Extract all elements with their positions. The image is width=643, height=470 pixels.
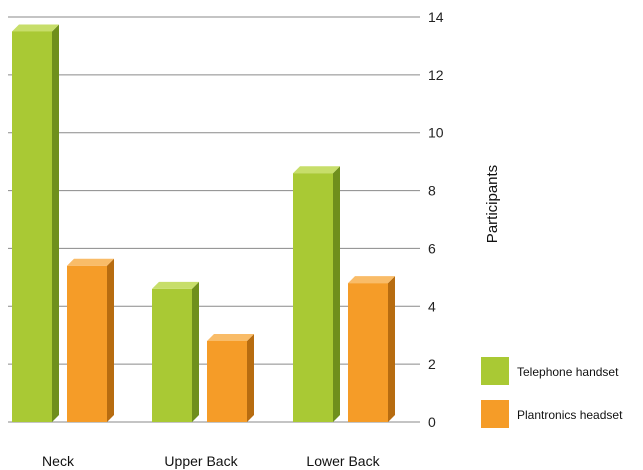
bars xyxy=(12,24,395,422)
bar-top xyxy=(207,334,254,341)
y-tick-label: 4 xyxy=(428,298,436,314)
bar-front xyxy=(67,265,107,422)
legend-swatch xyxy=(481,357,509,385)
bar-top xyxy=(152,281,199,289)
bar-upper-back-telephone-handset xyxy=(152,281,199,422)
y-tick-label: 6 xyxy=(428,240,436,256)
bar-side xyxy=(333,166,340,422)
legend-label: Telephone handset xyxy=(517,365,619,379)
legend-item: Plantronics headset xyxy=(481,400,623,428)
bar-front xyxy=(12,31,52,422)
y-tick-label: 2 xyxy=(428,356,436,372)
bar-side xyxy=(388,276,395,422)
y-tick-label: 10 xyxy=(428,125,444,141)
category-label: Lower Back xyxy=(306,453,380,469)
bar-neck-plantronics-headset xyxy=(67,258,114,422)
bar-lower-back-plantronics-headset xyxy=(348,276,395,422)
legend: Telephone handset Plantronics headset xyxy=(481,357,623,428)
bar-lower-back-telephone-handset xyxy=(293,166,340,422)
legend-label: Plantronics headset xyxy=(517,408,623,422)
bar-top xyxy=(67,258,114,266)
bar-top xyxy=(293,166,340,174)
bar-front xyxy=(207,341,247,422)
bar-side xyxy=(107,258,114,422)
category-labels: Neck Upper Back Lower Back xyxy=(42,453,381,469)
y-tick-label: 8 xyxy=(428,183,436,199)
bar-top xyxy=(12,24,59,32)
y-tick-label: 12 xyxy=(428,67,444,83)
bar-front xyxy=(293,173,333,422)
bar-upper-back-plantronics-headset xyxy=(207,334,254,422)
y-tick-label: 14 xyxy=(428,9,444,25)
legend-item: Telephone handset xyxy=(481,357,619,385)
y-tick-label: 0 xyxy=(428,414,436,430)
bar-side xyxy=(192,281,199,422)
legend-swatch xyxy=(481,400,509,428)
y-axis-title: Participants xyxy=(484,165,501,243)
bar-neck-telephone-handset xyxy=(12,24,59,422)
bar-side xyxy=(247,334,254,422)
y-tick-labels: 0 2 4 6 8 10 12 14 xyxy=(428,9,444,430)
bar-front xyxy=(348,283,388,422)
bar-top xyxy=(348,276,395,284)
category-label: Neck xyxy=(42,453,75,469)
bar-side xyxy=(52,24,59,422)
category-label: Upper Back xyxy=(164,453,238,469)
bar-front xyxy=(152,288,192,422)
